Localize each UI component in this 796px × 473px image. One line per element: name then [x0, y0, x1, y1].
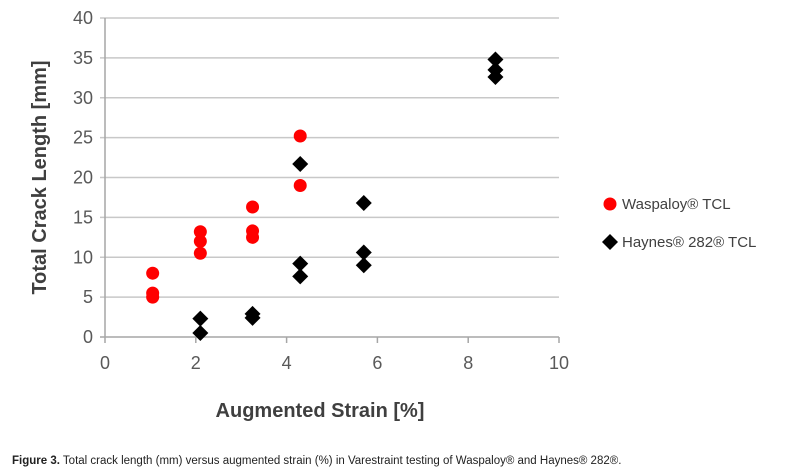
x-tick-label: 6	[372, 353, 382, 373]
y-tick-label: 0	[83, 327, 93, 347]
y-tick-label: 20	[73, 168, 93, 188]
legend-marker	[602, 234, 618, 250]
data-point-waspaloy	[246, 230, 260, 244]
data-point-waspaloy	[146, 290, 160, 304]
data-point-waspaloy	[193, 246, 207, 260]
y-tick-label: 15	[73, 207, 93, 227]
x-tick-label: 10	[549, 353, 569, 373]
x-tick-label: 0	[100, 353, 110, 373]
y-tick-label: 40	[73, 8, 93, 28]
legend-marker	[603, 197, 617, 211]
y-tick-label: 35	[73, 48, 93, 68]
data-point-waspaloy	[293, 129, 307, 143]
data-point-haynes	[292, 268, 309, 285]
x-axis-label: Augmented Strain [%]	[216, 400, 425, 422]
data-point-haynes	[355, 257, 372, 274]
scatter-chart: 0 5 10 15 20 25 30 35 40 0 2 4 6 8 10 Augmented Strain …	[29, 8, 756, 422]
legend-label: Haynes® 282® TCL	[622, 234, 756, 251]
data-point-waspaloy	[146, 266, 160, 280]
data-point-haynes	[487, 69, 504, 86]
data-point-haynes	[192, 310, 209, 327]
data-point-haynes	[192, 325, 209, 342]
x-tick-label: 2	[191, 353, 201, 373]
data-point-waspaloy	[193, 225, 207, 239]
y-tick-label: 10	[73, 247, 93, 267]
y-tick-label: 30	[73, 88, 93, 108]
data-point-haynes	[487, 51, 504, 68]
data-point-waspaloy	[193, 234, 207, 248]
data-point-haynes	[292, 155, 309, 172]
figure-caption: Figure 3. Total crack length (mm) versus…	[12, 455, 621, 467]
y-axis-label: Total Crack Length [mm]	[29, 60, 51, 294]
caption-label: Figure 3.	[12, 455, 60, 467]
data-point-haynes	[292, 255, 309, 272]
data-point-haynes	[355, 195, 372, 212]
data-point-waspaloy	[293, 178, 307, 192]
data-point-waspaloy	[246, 200, 260, 214]
x-tick-label: 4	[282, 353, 292, 373]
y-tick-label: 25	[73, 128, 93, 148]
legend-label: Waspaloy® TCL	[622, 196, 731, 213]
data-point-haynes	[355, 244, 372, 261]
caption-text: Total crack length (mm) versus augmented…	[59, 455, 622, 467]
data-point-haynes	[244, 309, 261, 326]
y-tick-label: 5	[83, 287, 93, 307]
x-tick-label: 8	[463, 353, 473, 373]
